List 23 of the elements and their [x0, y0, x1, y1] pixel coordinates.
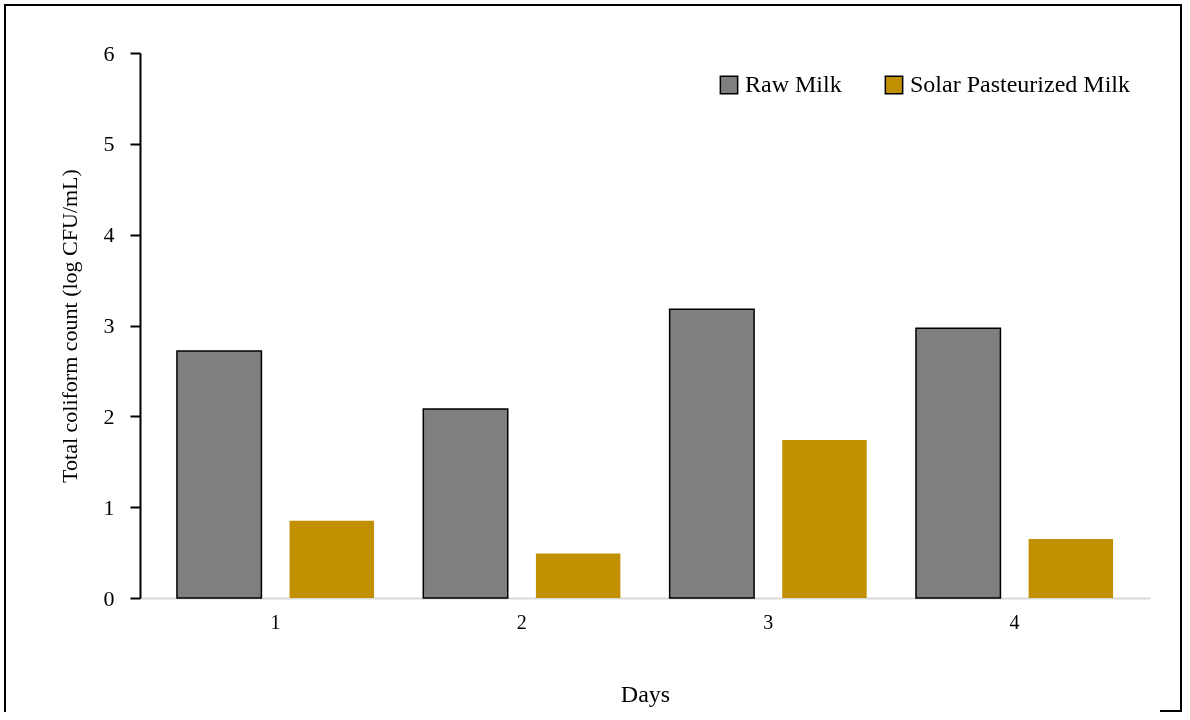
- x-tick-label: 1: [270, 610, 281, 633]
- x-tick-label: 3: [763, 610, 774, 633]
- y-tick-label: 4: [103, 222, 115, 248]
- legend-label: Solar Pasteurized Milk: [910, 71, 1130, 97]
- bar: [535, 553, 621, 598]
- legend-label: Raw Milk: [745, 71, 842, 97]
- x-tick-label: 2: [516, 610, 527, 633]
- y-tick-label: 1: [103, 494, 115, 520]
- y-tick-label: 2: [103, 403, 115, 429]
- y-tick-label: 0: [103, 585, 115, 611]
- bar: [782, 439, 867, 598]
- bar: [289, 520, 375, 598]
- bar: [422, 408, 509, 599]
- bar: [668, 308, 755, 599]
- y-tick-label: 3: [103, 313, 115, 338]
- y-axis-title: Total coliform count (log CFU/mL): [56, 169, 82, 483]
- bar: [176, 350, 263, 599]
- y-tick-label: 5: [103, 131, 115, 157]
- bar: [915, 327, 1002, 599]
- bar: [1028, 538, 1114, 598]
- x-axis-title: Days: [620, 680, 671, 707]
- x-tick-label: 4: [1009, 610, 1020, 633]
- y-tick-label: 6: [103, 40, 115, 66]
